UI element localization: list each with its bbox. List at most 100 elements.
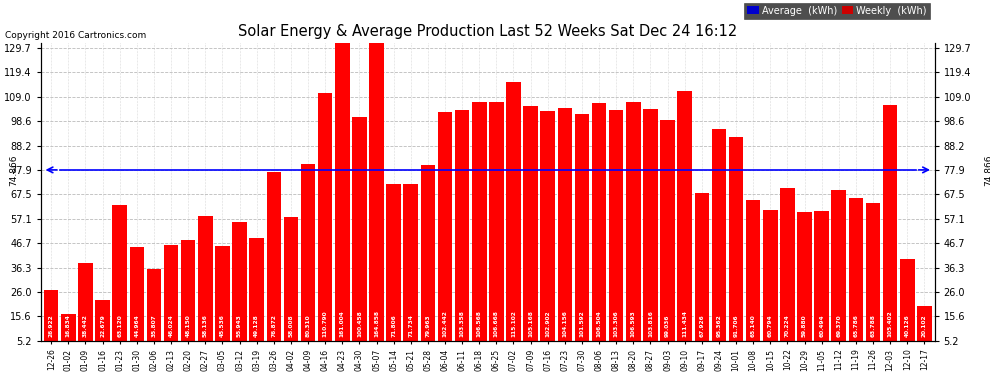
Text: 55.943: 55.943 [237, 315, 242, 338]
Text: 63.788: 63.788 [870, 315, 875, 338]
Legend: Average  (kWh), Weekly  (kWh): Average (kWh), Weekly (kWh) [744, 3, 930, 19]
Text: 16.834: 16.834 [66, 315, 71, 338]
Text: 95.362: 95.362 [717, 315, 722, 338]
Bar [489, 102, 504, 341]
Text: 115.102: 115.102 [511, 310, 516, 338]
Text: 69.370: 69.370 [837, 315, 842, 338]
Bar [249, 238, 264, 341]
Text: 79.963: 79.963 [426, 315, 431, 338]
Text: 105.402: 105.402 [888, 310, 893, 338]
Text: 58.136: 58.136 [203, 315, 208, 338]
Bar [369, 0, 384, 341]
Bar [181, 240, 195, 341]
Title: Solar Energy & Average Production Last 52 Weeks Sat Dec 24 16:12: Solar Energy & Average Production Last 5… [239, 24, 738, 39]
Text: 60.794: 60.794 [768, 315, 773, 338]
Text: 44.964: 44.964 [135, 315, 140, 338]
Bar [454, 110, 469, 341]
Bar [61, 314, 75, 341]
Text: Copyright 2016 Cartronics.com: Copyright 2016 Cartronics.com [5, 30, 147, 39]
Bar [677, 91, 692, 341]
Text: 35.807: 35.807 [151, 315, 156, 338]
Bar [506, 82, 521, 341]
Text: 102.442: 102.442 [443, 310, 447, 338]
Bar [147, 269, 161, 341]
Text: 91.706: 91.706 [734, 315, 739, 338]
Bar [712, 129, 727, 341]
Bar [865, 203, 880, 341]
Bar [745, 200, 760, 341]
Text: 76.872: 76.872 [271, 315, 276, 338]
Text: 22.679: 22.679 [100, 315, 105, 338]
Text: 71.806: 71.806 [391, 315, 396, 338]
Text: 110.790: 110.790 [323, 311, 328, 338]
Bar [215, 246, 230, 341]
Bar [832, 190, 846, 341]
Bar [644, 109, 657, 341]
Bar [797, 212, 812, 341]
Bar [44, 290, 58, 341]
Text: 59.880: 59.880 [802, 315, 807, 338]
Text: 106.593: 106.593 [631, 310, 636, 338]
Text: 74.866: 74.866 [984, 154, 990, 186]
Text: 71.734: 71.734 [408, 315, 413, 338]
Bar [95, 300, 110, 341]
Bar [301, 164, 315, 341]
Text: 102.902: 102.902 [545, 311, 550, 338]
Bar [541, 111, 555, 341]
Bar [883, 105, 897, 341]
Text: 164.858: 164.858 [374, 310, 379, 338]
Text: 101.592: 101.592 [579, 310, 584, 338]
Text: 103.358: 103.358 [459, 310, 464, 338]
Text: 40.126: 40.126 [905, 315, 910, 338]
Bar [318, 93, 333, 341]
Text: 65.140: 65.140 [750, 315, 755, 338]
Bar [900, 259, 915, 341]
Bar [917, 306, 932, 341]
Bar [283, 217, 298, 341]
Bar [472, 102, 486, 341]
Text: 106.668: 106.668 [494, 310, 499, 338]
Bar [524, 106, 538, 341]
Text: 104.156: 104.156 [562, 310, 567, 338]
Text: 74.866: 74.866 [9, 154, 18, 186]
Bar [404, 184, 418, 341]
Text: 26.922: 26.922 [49, 315, 53, 338]
Text: 105.168: 105.168 [528, 310, 533, 338]
Bar [848, 198, 863, 341]
Bar [130, 248, 145, 341]
Bar [763, 210, 777, 341]
Bar [626, 102, 641, 341]
Text: 103.306: 103.306 [614, 310, 619, 338]
Text: 111.434: 111.434 [682, 310, 687, 338]
Bar [729, 137, 743, 341]
Bar [386, 184, 401, 341]
Bar [592, 103, 606, 341]
Bar [438, 112, 452, 341]
Bar [335, 0, 349, 341]
Bar [198, 216, 213, 341]
Text: 67.926: 67.926 [699, 315, 704, 338]
Bar [421, 165, 436, 341]
Text: 46.024: 46.024 [168, 315, 173, 338]
Text: 99.036: 99.036 [665, 315, 670, 338]
Text: 58.008: 58.008 [288, 315, 293, 338]
Text: 63.120: 63.120 [117, 315, 122, 338]
Bar [609, 110, 624, 341]
Bar [780, 188, 795, 341]
Text: 49.128: 49.128 [254, 315, 259, 338]
Text: 103.816: 103.816 [647, 310, 653, 338]
Bar [660, 120, 675, 341]
Text: 65.786: 65.786 [853, 315, 858, 338]
Bar [78, 263, 93, 341]
Text: 70.224: 70.224 [785, 315, 790, 338]
Text: 106.504: 106.504 [597, 310, 602, 338]
Bar [815, 211, 829, 341]
Text: 161.004: 161.004 [340, 310, 345, 338]
Text: 45.536: 45.536 [220, 315, 225, 338]
Text: 38.442: 38.442 [83, 315, 88, 338]
Text: 20.102: 20.102 [922, 315, 927, 338]
Bar [113, 205, 127, 341]
Text: 48.150: 48.150 [186, 315, 191, 338]
Text: 106.568: 106.568 [477, 310, 482, 338]
Bar [695, 194, 709, 341]
